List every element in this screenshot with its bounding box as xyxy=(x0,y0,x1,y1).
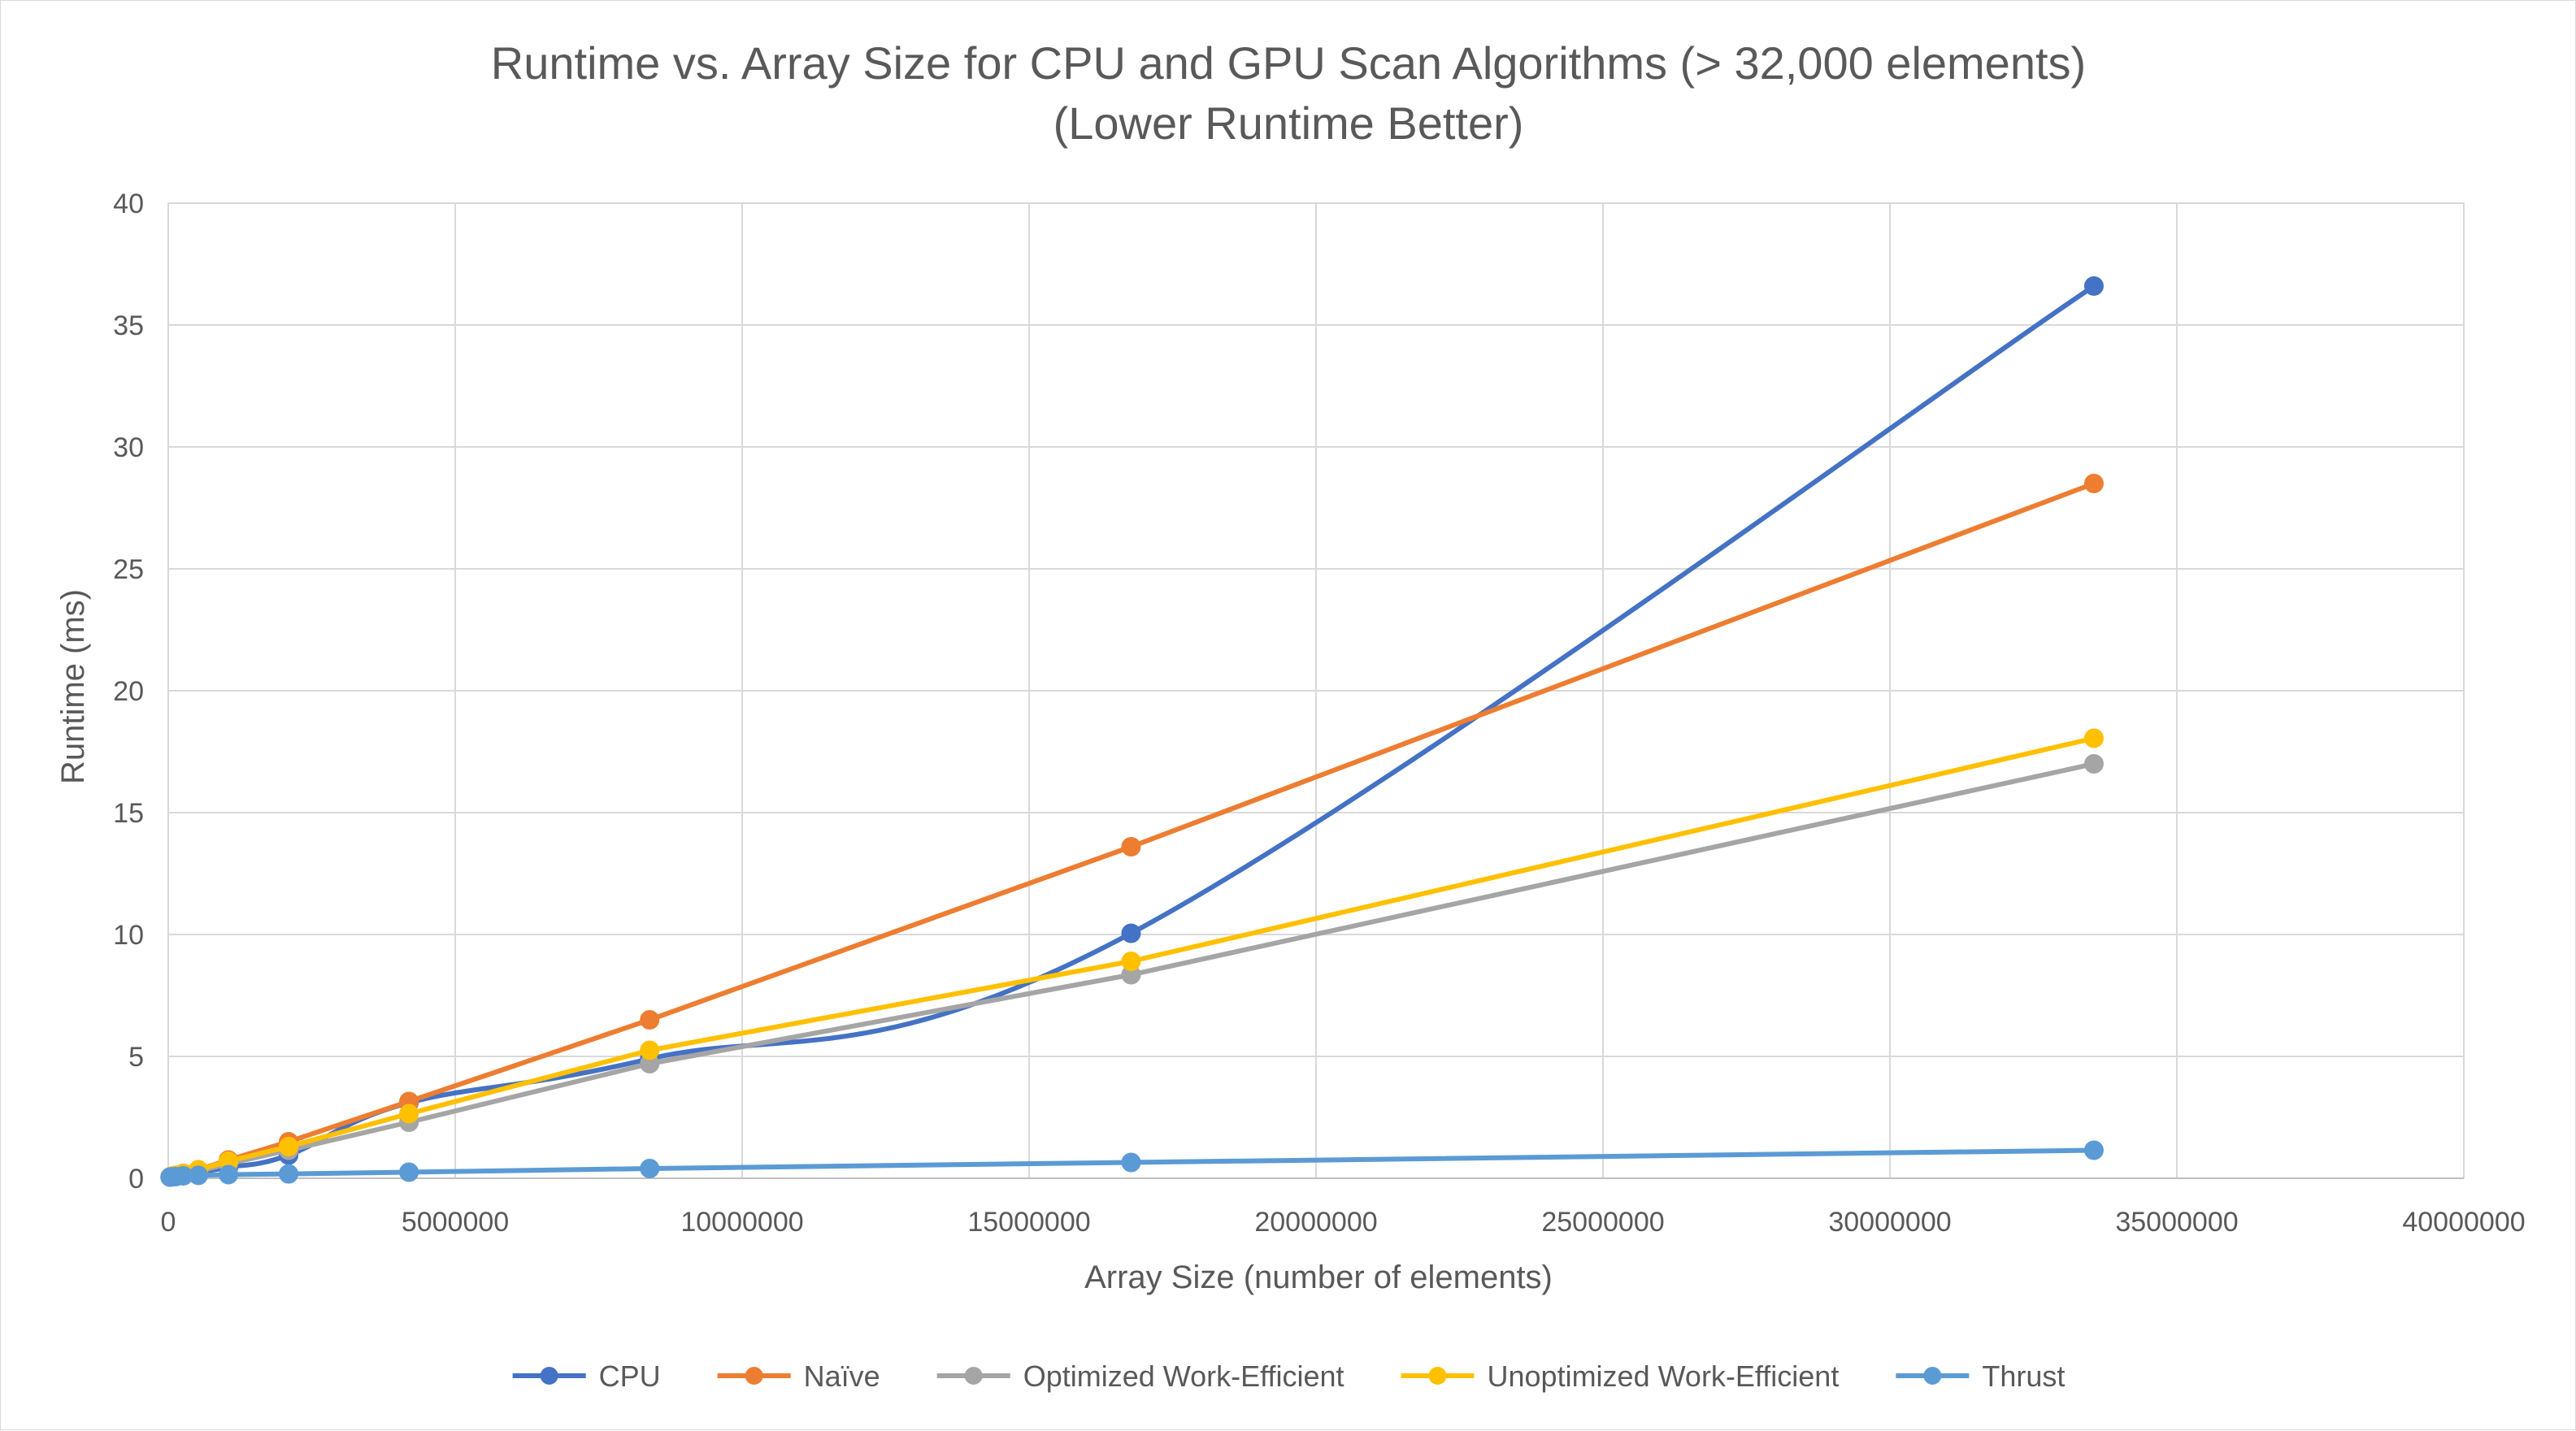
x-tick-label: 10000000 xyxy=(680,1207,803,1238)
data-point xyxy=(2083,474,2104,493)
gridlines xyxy=(167,202,2465,1179)
data-point xyxy=(399,1104,419,1124)
legend-item: Optimized Work-Efficient xyxy=(936,1359,1344,1393)
x-tick-label: 25000000 xyxy=(1541,1207,1664,1238)
axes: 0 5000000 10000000 15000000 20000000 25000000… xyxy=(113,189,2525,1238)
chart-title: Runtime vs. Array Size for CPU and GPU S… xyxy=(491,37,2086,89)
data-point xyxy=(279,1137,299,1156)
series-line xyxy=(169,481,2095,1180)
legend-label: Unoptimized Work-Efficient xyxy=(1488,1359,1840,1393)
data-point xyxy=(640,1159,660,1178)
legend-label: Optimized Work-Efficient xyxy=(1023,1359,1344,1393)
y-tick-label: 5 xyxy=(128,1042,144,1073)
y-tick-label: 15 xyxy=(113,798,144,829)
data-point xyxy=(279,1164,299,1184)
x-tick-label: 30000000 xyxy=(1828,1207,1951,1238)
series-unoptimized-work-efficient xyxy=(160,728,2104,1187)
series-thrust xyxy=(160,1140,2104,1187)
legend-label: Thrust xyxy=(1982,1359,2065,1393)
legend-item: Unoptimized Work-Efficient xyxy=(1401,1359,1840,1393)
series-na-ve xyxy=(160,474,2104,1187)
x-tick-label: 15000000 xyxy=(967,1207,1090,1238)
legend-label: Naïve xyxy=(804,1359,880,1393)
y-tick-label: 30 xyxy=(113,432,144,463)
data-point xyxy=(640,1040,660,1060)
legend-marker xyxy=(540,1367,558,1385)
data-point xyxy=(1121,837,1141,856)
legend-item: CPU xyxy=(512,1359,661,1393)
data-point xyxy=(640,1010,660,1030)
data-point xyxy=(2083,754,2104,774)
y-tick-label: 0 xyxy=(128,1164,144,1195)
series-lines xyxy=(160,276,2104,1187)
data-point xyxy=(1121,1152,1141,1173)
data-point xyxy=(399,1162,419,1182)
y-axis-title: Runtime (ms) xyxy=(55,589,91,784)
series-line xyxy=(169,284,2096,1180)
x-axis-title: Array Size (number of elements) xyxy=(1084,1260,1553,1295)
data-point xyxy=(1121,923,1141,943)
data-point xyxy=(2083,276,2104,296)
series-cpu xyxy=(160,276,2104,1187)
legend-marker xyxy=(964,1367,983,1385)
legend-marker xyxy=(745,1367,763,1385)
x-tick-label: 35000000 xyxy=(2115,1207,2238,1238)
legend-label: CPU xyxy=(599,1359,661,1393)
x-tick-label: 0 xyxy=(161,1207,176,1238)
legend-item: Thrust xyxy=(1896,1359,2065,1393)
y-tick-label: 20 xyxy=(113,676,144,707)
legend-marker xyxy=(1923,1367,1942,1385)
y-tick-label: 40 xyxy=(113,189,144,219)
data-point xyxy=(189,1165,209,1186)
x-tick-label: 5000000 xyxy=(402,1207,509,1238)
y-tick-label: 35 xyxy=(113,310,144,341)
y-tick-label: 10 xyxy=(113,920,144,951)
x-tick-label: 20000000 xyxy=(1254,1207,1377,1238)
chart-subtitle: (Lower Runtime Better) xyxy=(1053,98,1524,149)
legend: CPU Naïve Optimized Work-Efficient Unoptimi… xyxy=(512,1359,2065,1393)
legend-item: Naïve xyxy=(717,1359,880,1393)
data-point xyxy=(2083,1140,2104,1160)
data-point xyxy=(2083,728,2104,748)
legend-marker xyxy=(1428,1367,1447,1385)
data-point xyxy=(219,1164,239,1185)
data-point xyxy=(1121,952,1141,971)
y-tick-label: 25 xyxy=(113,554,144,585)
x-tick-label: 40000000 xyxy=(2402,1207,2525,1238)
